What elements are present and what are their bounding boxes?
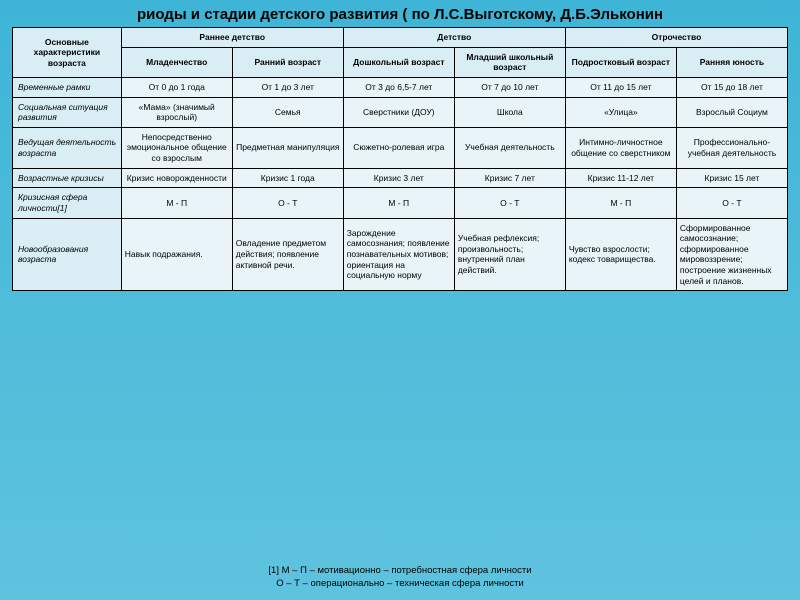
- subcol-5: Ранняя юность: [676, 47, 787, 77]
- subcol-4: Подростковый возраст: [565, 47, 676, 77]
- development-table: Основные характеристики возраста Раннее …: [12, 27, 788, 291]
- group-2: Отрочество: [565, 28, 787, 48]
- row-label: Временные рамки: [13, 77, 122, 97]
- table-row: Социальная ситуация развития«Мама» (знач…: [13, 97, 788, 127]
- subcol-0: Младенчество: [121, 47, 232, 77]
- table-cell: От 15 до 18 лет: [676, 77, 787, 97]
- table-cell: Сформированное самосознание; сформирован…: [676, 218, 787, 291]
- table-cell: Навык подражания.: [121, 218, 232, 291]
- table-cell: «Мама» (значимый взрослый): [121, 97, 232, 127]
- table-cell: Кризис 1 года: [232, 168, 343, 188]
- table-row: Кризисная сфера личности[1]М - ПО - ТМ -…: [13, 188, 788, 218]
- table-cell: Школа: [454, 97, 565, 127]
- header-row-2: Младенчество Ранний возраст Дошкольный в…: [13, 47, 788, 77]
- table-cell: Предметная манипуляция: [232, 127, 343, 168]
- table-cell: Чувство взрослости; кодекс товарищества.: [565, 218, 676, 291]
- row-label: Кризисная сфера личности[1]: [13, 188, 122, 218]
- table-cell: Кризис 15 лет: [676, 168, 787, 188]
- footnote-line1: [1] М – П – мотивационно – потребностная…: [0, 565, 800, 577]
- table-cell: От 7 до 10 лет: [454, 77, 565, 97]
- header-row-1: Основные характеристики возраста Раннее …: [13, 28, 788, 48]
- table-row: Новообразования возрастаНавык подражания…: [13, 218, 788, 291]
- table-cell: Сверстники (ДОУ): [343, 97, 454, 127]
- table-row: Ведущая деятельность возрастаНепосредств…: [13, 127, 788, 168]
- table-cell: Взрослый Социум: [676, 97, 787, 127]
- subcol-3: Младший школьный возраст: [454, 47, 565, 77]
- table-cell: «Улица»: [565, 97, 676, 127]
- table-cell: Зарождение самосознания; появление позна…: [343, 218, 454, 291]
- col-main-label: Основные характеристики возраста: [13, 28, 122, 78]
- row-label: Возрастные кризисы: [13, 168, 122, 188]
- table-cell: М - П: [121, 188, 232, 218]
- table-cell: М - П: [343, 188, 454, 218]
- row-label: Социальная ситуация развития: [13, 97, 122, 127]
- table-cell: О - Т: [676, 188, 787, 218]
- subcol-1: Ранний возраст: [232, 47, 343, 77]
- table-cell: От 3 до 6,5-7 лет: [343, 77, 454, 97]
- table-cell: Сюжетно-ролевая игра: [343, 127, 454, 168]
- table-body: Временные рамкиОт 0 до 1 годаОт 1 до 3 л…: [13, 77, 788, 290]
- table-row: Возрастные кризисыКризис новорожденности…: [13, 168, 788, 188]
- table-cell: Кризис 7 лет: [454, 168, 565, 188]
- table-cell: М - П: [565, 188, 676, 218]
- table-cell: От 11 до 15 лет: [565, 77, 676, 97]
- table-row: Временные рамкиОт 0 до 1 годаОт 1 до 3 л…: [13, 77, 788, 97]
- group-0: Раннее детство: [121, 28, 343, 48]
- table-cell: Интимно-личностное общение со сверстнико…: [565, 127, 676, 168]
- footnote: [1] М – П – мотивационно – потребностная…: [0, 565, 800, 590]
- footnote-line2: О – Т – операционально – техническая сфе…: [0, 578, 800, 590]
- table-cell: Учебная деятельность: [454, 127, 565, 168]
- table-cell: Кризис 3 лет: [343, 168, 454, 188]
- table-cell: Овладение предметом действия; появление …: [232, 218, 343, 291]
- group-1: Детство: [343, 28, 565, 48]
- table-cell: От 1 до 3 лет: [232, 77, 343, 97]
- page-title: риоды и стадии детского развития ( по Л.…: [0, 0, 800, 27]
- table-cell: О - Т: [454, 188, 565, 218]
- table-cell: Учебная рефлексия; произвольность; внутр…: [454, 218, 565, 291]
- table-cell: Непосредственно эмоциональное общение со…: [121, 127, 232, 168]
- row-label: Новообразования возраста: [13, 218, 122, 291]
- row-label: Ведущая деятельность возраста: [13, 127, 122, 168]
- table-cell: Кризис новорожденности: [121, 168, 232, 188]
- subcol-2: Дошкольный возраст: [343, 47, 454, 77]
- table-container: Основные характеристики возраста Раннее …: [0, 27, 800, 291]
- table-cell: О - Т: [232, 188, 343, 218]
- table-cell: Профессионально-учебная деятельность: [676, 127, 787, 168]
- table-cell: От 0 до 1 года: [121, 77, 232, 97]
- table-cell: Кризис 11-12 лет: [565, 168, 676, 188]
- table-cell: Семья: [232, 97, 343, 127]
